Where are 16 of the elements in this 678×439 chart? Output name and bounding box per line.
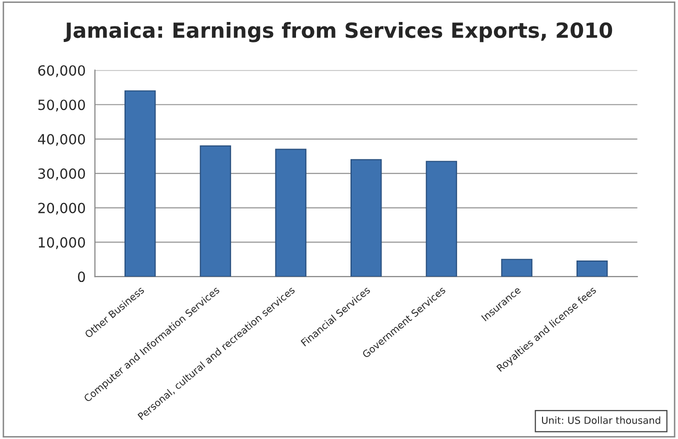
bar — [200, 145, 232, 277]
bar — [350, 159, 382, 277]
bar — [124, 90, 156, 277]
y-tick-label: 0 — [78, 272, 85, 282]
y-tick-label: 20,000 — [38, 202, 85, 215]
y-tick-label: 60,000 — [38, 65, 85, 78]
text: Unit: US Dollar thousand — [542, 416, 660, 424]
bar — [275, 148, 306, 277]
bar — [426, 160, 458, 277]
y-tick-label: 50,000 — [38, 100, 85, 112]
bar — [576, 260, 608, 277]
y-tick-label: 10,000 — [38, 237, 85, 250]
y-tick-label: 40,000 — [38, 134, 85, 146]
y-tick-label: 30,000 — [38, 168, 85, 180]
bar — [501, 258, 532, 277]
chart-title: Jamaica: Earnings from Services Exports, 2010 — [64, 22, 612, 42]
